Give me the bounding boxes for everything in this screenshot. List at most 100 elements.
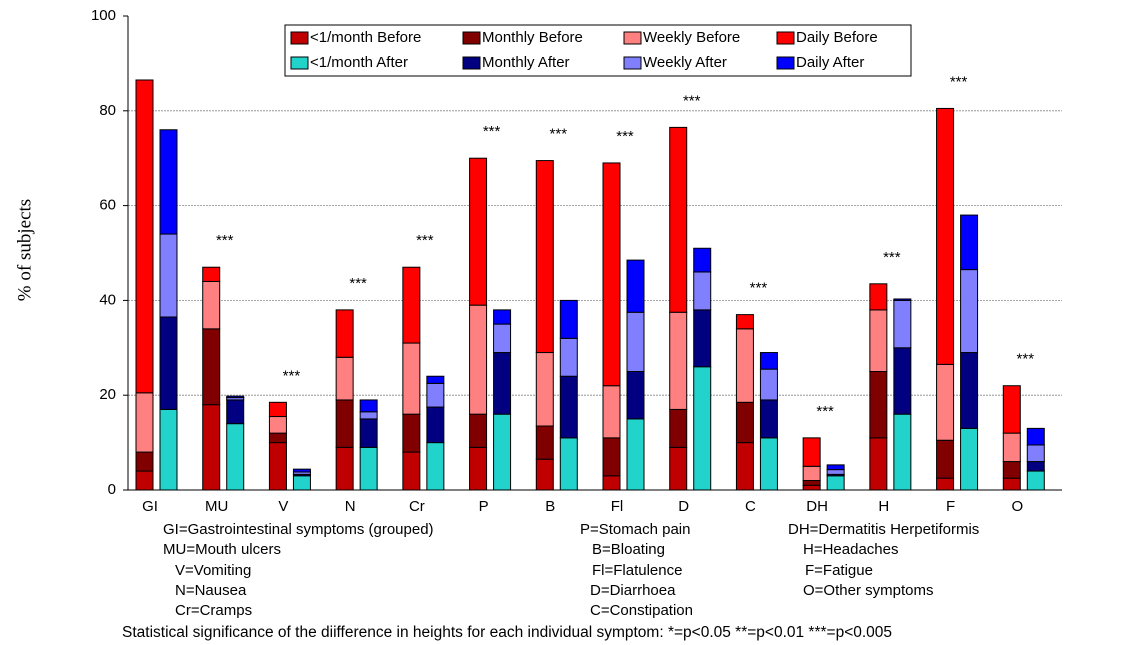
- bar-segment: [335, 356, 354, 401]
- footnote: Statistical significance of the diiffere…: [122, 624, 892, 641]
- bar-segment: [335, 399, 354, 448]
- abbreviation-note: MU=Mouth ulcers: [163, 541, 281, 558]
- legend-box: [284, 24, 912, 77]
- bar-segment: [359, 418, 378, 448]
- bar-segment: [869, 437, 888, 491]
- y-axis-label: % of subjects: [14, 199, 35, 301]
- bar-segment: [602, 437, 621, 477]
- bar-segment: [735, 328, 754, 403]
- bar-segment: [359, 399, 378, 413]
- bar-segment: [159, 129, 178, 235]
- bar-segment: [869, 309, 888, 373]
- significance-label: ***: [616, 128, 634, 145]
- bar-segment: [669, 126, 688, 313]
- bar-segment: [626, 371, 645, 420]
- bar-segment: [335, 446, 354, 491]
- significance-label: ***: [216, 232, 234, 249]
- bar-segment: [292, 468, 311, 473]
- bar-segment: [1026, 427, 1045, 446]
- significance-label: ***: [683, 92, 701, 109]
- bar-segment: [936, 107, 955, 365]
- significance-label: ***: [950, 73, 968, 90]
- bar-segment: [960, 427, 979, 491]
- significance-label: ***: [349, 275, 367, 292]
- x-tick-label: N: [345, 498, 356, 515]
- bar-segment: [936, 363, 955, 441]
- bar-segment: [1026, 444, 1045, 463]
- bar-segment: [559, 299, 578, 339]
- bar-segment: [693, 271, 712, 311]
- bar-segment: [893, 413, 912, 491]
- bar-segment: [893, 299, 912, 349]
- significance-label: ***: [883, 249, 901, 266]
- bar-segment: [493, 413, 512, 491]
- y-tick-label: 40: [99, 291, 116, 308]
- bar-segment: [735, 401, 754, 444]
- bar-segment: [535, 160, 554, 354]
- abbreviation-note: GI=Gastrointestinal symptoms (grouped): [163, 521, 434, 538]
- bar-segment: [1002, 477, 1021, 491]
- bar-segment: [426, 442, 445, 491]
- bar-segment: [893, 298, 912, 301]
- bar-segment: [359, 411, 378, 420]
- abbreviation-note: Fl=Flatulence: [592, 562, 682, 579]
- legend-swatch: [776, 56, 795, 70]
- bar-segment: [559, 437, 578, 491]
- x-tick-label: D: [678, 498, 689, 515]
- y-tick-label: 80: [99, 102, 116, 119]
- bar-segment: [759, 352, 778, 370]
- bar-segment: [626, 418, 645, 491]
- abbreviation-note: B=Bloating: [592, 541, 665, 558]
- bar-segment: [802, 484, 821, 491]
- bar-segment: [493, 309, 512, 325]
- bar-segment: [802, 437, 821, 467]
- bar-segment: [135, 451, 154, 472]
- bar-segment: [535, 458, 554, 491]
- bar-segment: [426, 375, 445, 384]
- bar-segment: [268, 432, 287, 444]
- legend-label: Daily Before: [796, 29, 878, 46]
- significance-label: ***: [1017, 351, 1035, 368]
- bar-segment: [759, 399, 778, 439]
- bar-segment: [826, 475, 845, 491]
- significance-label: ***: [816, 403, 834, 420]
- bar-segment: [869, 283, 888, 311]
- bar-segment: [626, 311, 645, 372]
- significance-label: ***: [416, 232, 434, 249]
- bar-segment: [469, 446, 488, 491]
- bar-segment: [735, 314, 754, 330]
- bar-segment: [226, 399, 245, 425]
- bar-segment: [735, 442, 754, 491]
- bar-segment: [1002, 461, 1021, 479]
- bar-segment: [469, 413, 488, 448]
- bar-segment: [893, 347, 912, 415]
- abbreviation-note: O=Other symptoms: [803, 582, 933, 599]
- bar-segment: [402, 451, 421, 491]
- bar-segment: [226, 395, 245, 399]
- bar-segment: [469, 304, 488, 415]
- bar-segment: [936, 477, 955, 491]
- significance-label: ***: [483, 123, 501, 140]
- x-tick-label: F: [946, 498, 955, 515]
- bar-segment: [960, 269, 979, 354]
- bar-segment: [493, 323, 512, 354]
- bar-segment: [402, 413, 421, 453]
- bar-segment: [626, 259, 645, 313]
- bar-segment: [469, 157, 488, 306]
- legend-label: Monthly After: [482, 54, 570, 71]
- legend-label: <1/month After: [310, 54, 408, 71]
- bar-segment: [268, 401, 287, 418]
- bar-segment: [202, 328, 221, 406]
- abbreviation-note: Cr=Cramps: [175, 602, 252, 619]
- bar-segment: [602, 385, 621, 439]
- bar-segment: [693, 247, 712, 273]
- x-tick-label: V: [278, 498, 288, 515]
- bar-segment: [335, 309, 354, 358]
- bar-segment: [826, 469, 845, 475]
- bar-segment: [669, 446, 688, 491]
- x-tick-label: DH: [806, 498, 828, 515]
- bar-segment: [693, 309, 712, 368]
- bar-segment: [602, 475, 621, 491]
